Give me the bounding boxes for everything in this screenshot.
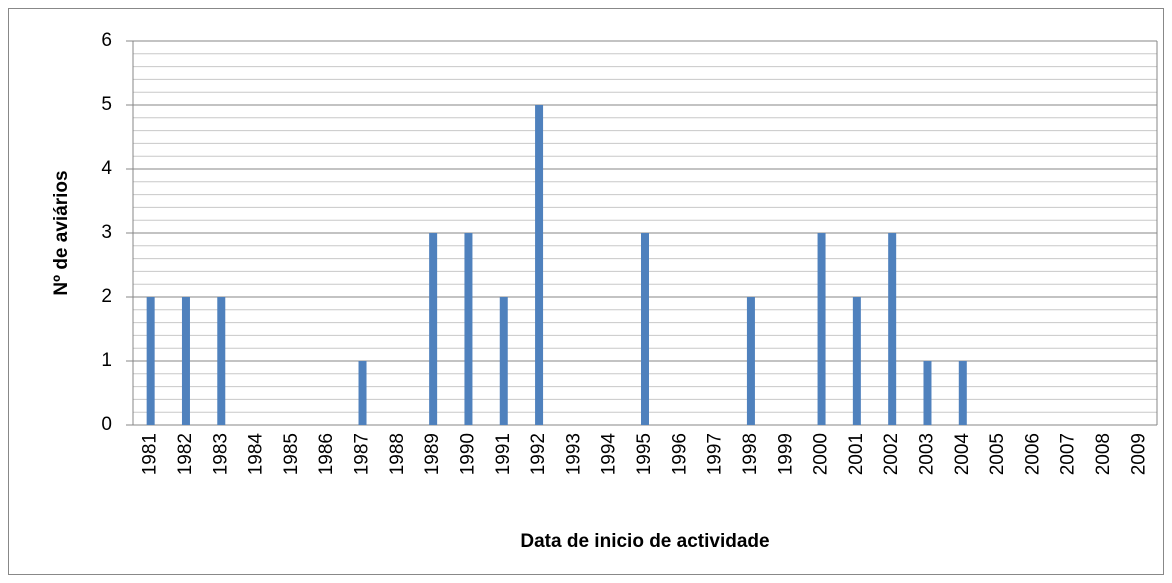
bar xyxy=(535,105,544,425)
x-axis-title: Data de inicio de actividade xyxy=(520,531,769,552)
bar xyxy=(217,297,226,425)
chart-frame xyxy=(8,8,1164,575)
x-tick-label: 1996 xyxy=(669,433,690,475)
x-tick-label: 1981 xyxy=(140,433,161,475)
x-tick-label: 1986 xyxy=(316,433,337,475)
x-tick-label: 1987 xyxy=(352,433,373,475)
bar xyxy=(958,361,967,425)
x-tick-label: 2000 xyxy=(811,433,832,475)
bar xyxy=(499,297,508,425)
bar xyxy=(181,297,190,425)
x-tick-label: 1998 xyxy=(740,433,761,475)
x-tick-label: 1995 xyxy=(634,433,655,475)
bar xyxy=(358,361,367,425)
bar xyxy=(429,233,438,425)
x-tick-label: 2001 xyxy=(846,433,867,475)
bar xyxy=(923,361,932,425)
bar xyxy=(746,297,755,425)
x-tick-label: 2005 xyxy=(987,433,1008,475)
y-tick-label: 6 xyxy=(101,30,112,51)
x-tick-label: 1991 xyxy=(493,433,514,475)
y-axis-title: Nº de aviários xyxy=(51,170,72,295)
x-tick-label: 2004 xyxy=(952,433,973,476)
x-tick-label: 1990 xyxy=(457,433,478,475)
x-tick-label: 2003 xyxy=(916,433,937,475)
y-tick-label: 0 xyxy=(101,414,112,435)
y-tick-label: 1 xyxy=(101,350,112,371)
bar xyxy=(146,297,155,425)
x-tick-label: 1983 xyxy=(210,433,231,475)
x-tick-label: 1984 xyxy=(246,433,267,476)
x-tick-label: 1992 xyxy=(528,433,549,475)
x-tick-label: 1982 xyxy=(175,433,196,475)
x-tick-label: 1993 xyxy=(563,433,584,475)
x-tick-label: 1994 xyxy=(599,433,620,476)
x-tick-label: 1989 xyxy=(422,433,443,475)
x-tick-label: 2006 xyxy=(1022,433,1043,475)
bar xyxy=(641,233,649,425)
y-tick-label: 2 xyxy=(101,286,112,307)
bar xyxy=(464,233,473,425)
bar xyxy=(817,233,826,425)
x-tick-label: 1997 xyxy=(705,433,726,475)
x-tick-label: 2002 xyxy=(881,433,902,475)
x-tick-label: 1999 xyxy=(775,433,796,475)
bar xyxy=(852,297,861,425)
x-tick-label: 2009 xyxy=(1128,433,1149,475)
bar xyxy=(888,233,897,425)
x-tick-label: 1988 xyxy=(387,433,408,475)
x-tick-label: 2008 xyxy=(1093,433,1114,475)
y-tick-label: 3 xyxy=(101,222,112,243)
y-tick-label: 5 xyxy=(101,94,112,115)
y-tick-label: 4 xyxy=(101,158,112,179)
x-tick-label: 1985 xyxy=(281,433,302,475)
x-tick-label: 2007 xyxy=(1058,433,1079,475)
